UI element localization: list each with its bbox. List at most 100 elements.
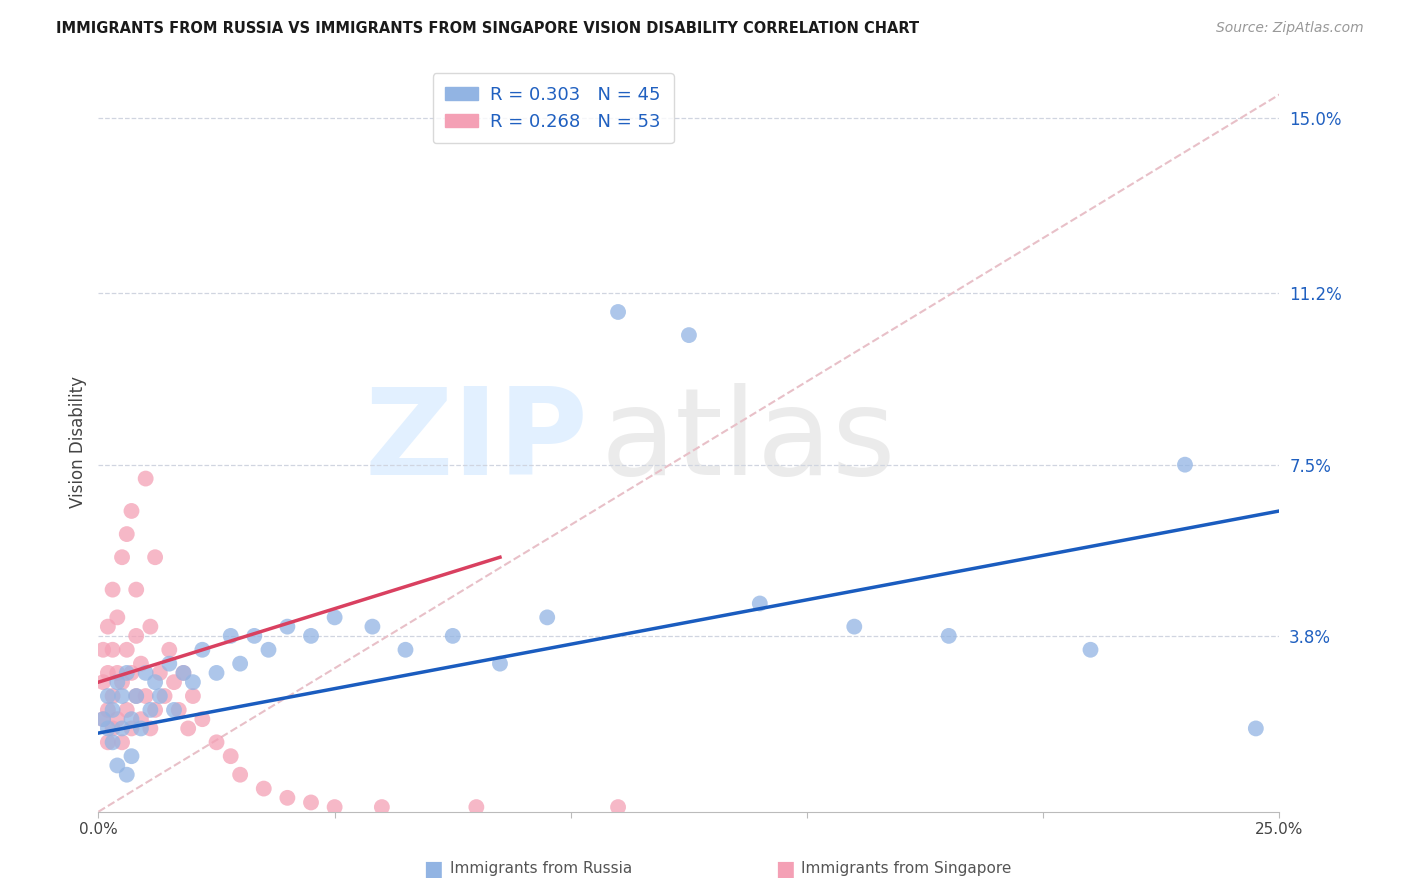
Point — [172, 665, 194, 680]
Point — [129, 657, 152, 671]
Point — [101, 582, 124, 597]
Point — [191, 712, 214, 726]
Point — [111, 550, 134, 565]
Point — [143, 675, 166, 690]
Point — [121, 665, 143, 680]
Point — [125, 689, 148, 703]
Text: ■: ■ — [423, 859, 443, 879]
Point — [91, 642, 114, 657]
Point — [121, 504, 143, 518]
Point — [1174, 458, 1197, 472]
Point — [323, 800, 346, 814]
Point — [181, 675, 204, 690]
Point — [229, 767, 252, 781]
Point — [105, 665, 128, 680]
Point — [172, 665, 194, 680]
Point — [125, 629, 148, 643]
Point — [111, 722, 134, 736]
Point — [97, 619, 120, 633]
Point — [205, 735, 228, 749]
Text: ZIP: ZIP — [364, 383, 589, 500]
Point — [489, 657, 512, 671]
Point — [121, 722, 143, 736]
Point — [115, 665, 138, 680]
Point — [276, 619, 298, 633]
Point — [361, 619, 384, 633]
Point — [97, 703, 120, 717]
Point — [105, 610, 128, 624]
Point — [243, 629, 266, 643]
Point — [125, 582, 148, 597]
Point — [1244, 722, 1267, 736]
Text: Immigrants from Singapore: Immigrants from Singapore — [801, 862, 1012, 876]
Point — [121, 749, 143, 764]
Point — [253, 781, 276, 796]
Point — [115, 767, 138, 781]
Text: Immigrants from Russia: Immigrants from Russia — [450, 862, 633, 876]
Point — [299, 796, 322, 810]
Point — [181, 689, 204, 703]
Text: atlas: atlas — [600, 383, 896, 500]
Point — [323, 610, 346, 624]
Point — [276, 790, 298, 805]
Point — [97, 665, 120, 680]
Point — [465, 800, 488, 814]
Text: ■: ■ — [775, 859, 794, 879]
Point — [135, 689, 157, 703]
Point — [91, 712, 114, 726]
Point — [143, 550, 166, 565]
Text: IMMIGRANTS FROM RUSSIA VS IMMIGRANTS FROM SINGAPORE VISION DISABILITY CORRELATIO: IMMIGRANTS FROM RUSSIA VS IMMIGRANTS FRO… — [56, 21, 920, 37]
Point — [394, 642, 416, 657]
Point — [441, 629, 464, 643]
Point — [149, 689, 172, 703]
Point — [139, 722, 162, 736]
Point — [121, 712, 143, 726]
Point — [91, 712, 114, 726]
Point — [129, 712, 152, 726]
Point — [139, 619, 162, 633]
Point — [97, 722, 120, 736]
Point — [149, 665, 172, 680]
Point — [101, 642, 124, 657]
Point — [135, 665, 157, 680]
Point — [219, 749, 242, 764]
Point — [105, 675, 128, 690]
Point — [607, 800, 630, 814]
Point — [371, 800, 394, 814]
Point — [191, 642, 214, 657]
Point — [101, 735, 124, 749]
Point — [115, 527, 138, 541]
Point — [163, 703, 186, 717]
Point — [125, 689, 148, 703]
Point — [748, 597, 770, 611]
Point — [938, 629, 960, 643]
Point — [678, 328, 700, 343]
Point — [139, 703, 162, 717]
Point — [1080, 642, 1102, 657]
Point — [177, 722, 200, 736]
Point — [157, 642, 180, 657]
Point — [91, 675, 114, 690]
Point — [115, 703, 138, 717]
Point — [143, 703, 166, 717]
Point — [105, 712, 128, 726]
Point — [157, 657, 180, 671]
Point — [97, 689, 120, 703]
Point — [111, 735, 134, 749]
Legend: R = 0.303   N = 45, R = 0.268   N = 53: R = 0.303 N = 45, R = 0.268 N = 53 — [433, 73, 673, 144]
Point — [105, 758, 128, 772]
Point — [129, 722, 152, 736]
Point — [219, 629, 242, 643]
Point — [135, 471, 157, 485]
Point — [607, 305, 630, 319]
Point — [205, 665, 228, 680]
Point — [111, 689, 134, 703]
Point — [153, 689, 176, 703]
Point — [115, 642, 138, 657]
Point — [167, 703, 190, 717]
Point — [163, 675, 186, 690]
Point — [101, 689, 124, 703]
Point — [111, 675, 134, 690]
Point — [257, 642, 280, 657]
Text: Source: ZipAtlas.com: Source: ZipAtlas.com — [1216, 21, 1364, 36]
